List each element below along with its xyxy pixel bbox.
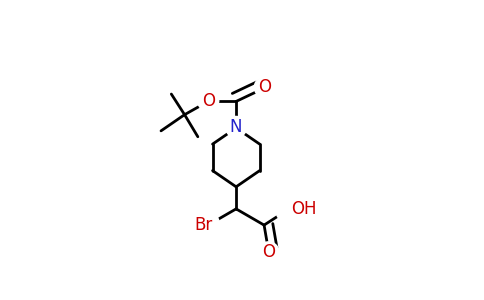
Circle shape [197,90,219,111]
Text: Br: Br [195,216,213,234]
Text: O: O [202,92,214,110]
Text: N: N [230,118,242,136]
Text: O: O [258,78,272,96]
Circle shape [275,193,307,225]
Circle shape [258,242,279,263]
Circle shape [226,116,247,138]
Text: O: O [262,244,275,262]
Text: OH: OH [291,200,317,218]
Circle shape [188,209,220,241]
Circle shape [255,77,275,98]
